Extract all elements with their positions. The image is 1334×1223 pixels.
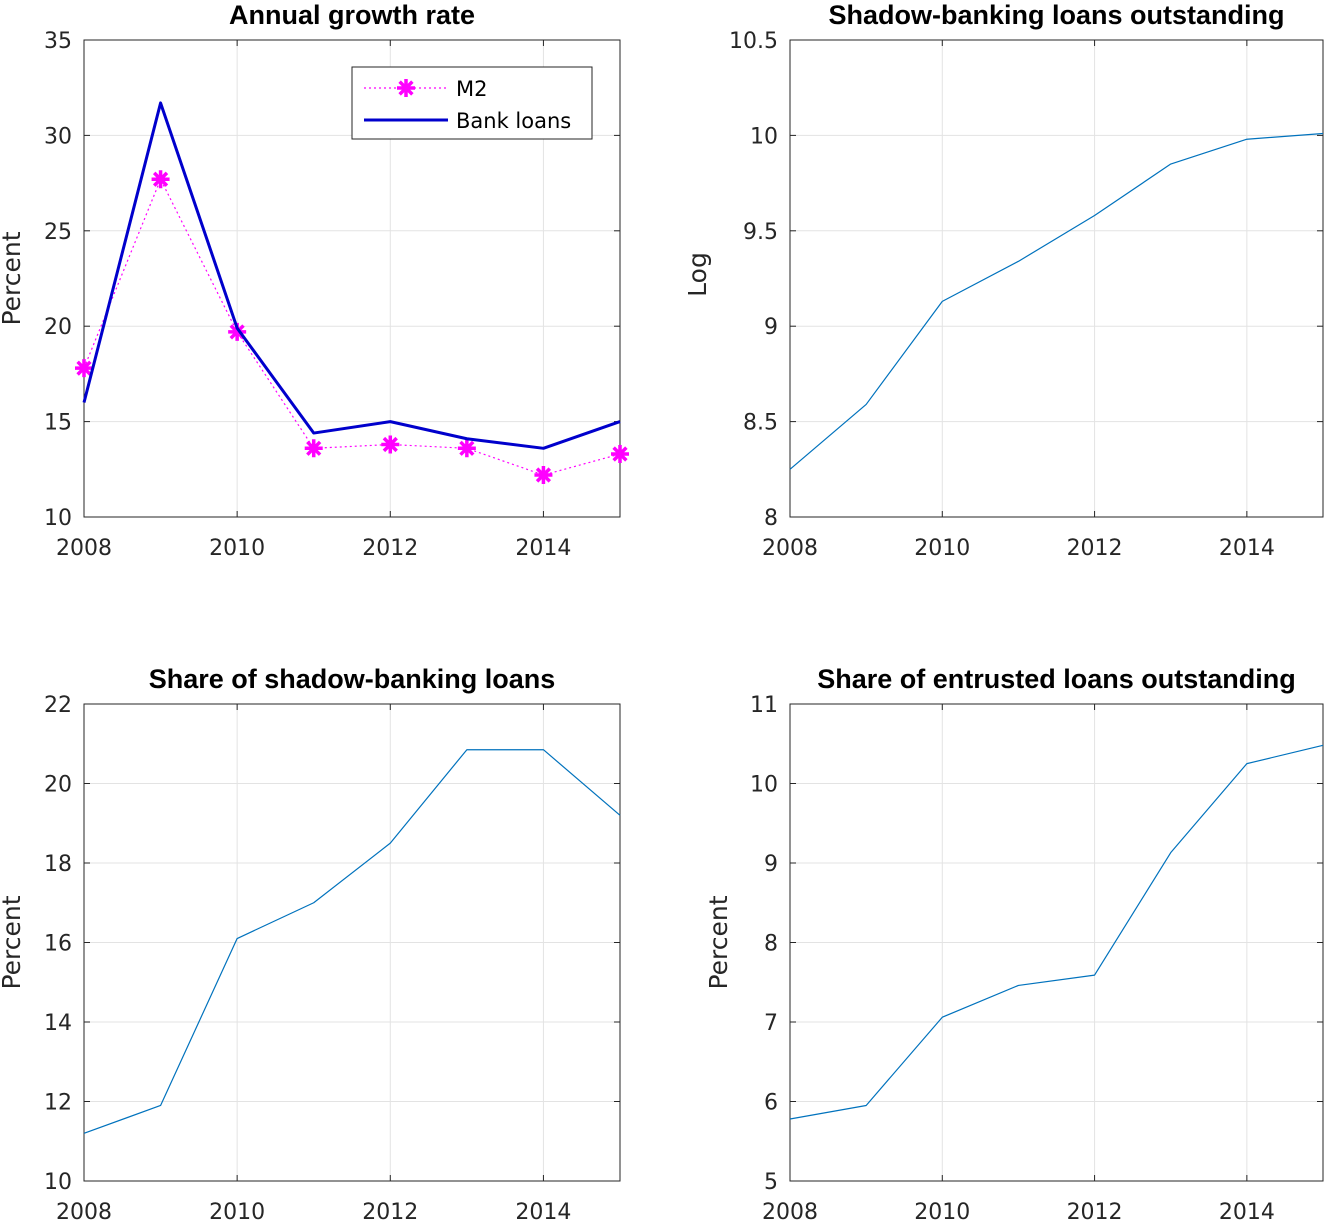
y-tick-label: 10 <box>750 773 778 798</box>
x-tick-label: 2012 <box>362 536 418 561</box>
series-line <box>82 101 621 450</box>
x-tick-label: 2010 <box>914 536 970 561</box>
chart-panel-1: 2008 2010 2012 2014 10 15 20 25 30 35 Annual growt… <box>0 0 629 561</box>
y-axis-label: Percent <box>0 895 26 989</box>
chart-panel-3: 2008 2010 2012 2014 10 12 14 16 18 20 22 Share of s… <box>0 664 621 1223</box>
y-tick-label: 10 <box>44 506 72 531</box>
y-tick-label: 11 <box>750 693 778 718</box>
y-tick-label: 20 <box>44 773 72 798</box>
series-line <box>789 744 1324 1120</box>
legend-box <box>351 66 593 140</box>
series-line <box>83 749 621 1134</box>
chart-panel-4: 2008 2010 2012 2014 5 6 7 8 9 10 11 Share of entrus… <box>704 664 1324 1223</box>
x-tick-label: 2010 <box>914 1200 970 1223</box>
data-point-star <box>457 439 476 458</box>
x-tick-label: 2008 <box>56 536 112 561</box>
y-tick-label: 35 <box>44 29 72 54</box>
y-tick-label: 12 <box>44 1091 72 1116</box>
x-tick-label: 2008 <box>762 536 818 561</box>
legend-swatch-star <box>397 79 415 97</box>
series-line-1 <box>789 132 1324 470</box>
x-tick-label: 2012 <box>1067 536 1123 561</box>
x-tick-label: 2014 <box>515 1200 571 1223</box>
data-point-star <box>151 170 170 189</box>
chart-title: Share of entrusted loans outstanding <box>817 664 1296 694</box>
y-tick-label: 9.5 <box>743 220 778 245</box>
y-tick-label: 18 <box>44 852 72 877</box>
y-tick-label: 10 <box>44 1170 72 1195</box>
y-tick-label: 8 <box>764 932 778 957</box>
y-axis-label: Percent <box>0 231 26 325</box>
chart-title: Shadow-banking loans outstanding <box>829 0 1285 30</box>
y-tick-label: 9 <box>764 852 778 877</box>
x-tick-label: 2008 <box>56 1200 112 1223</box>
series-m2 <box>75 170 629 485</box>
chart-panel-2: 2008 2010 2012 2014 8 8.5 9 9.5 10 10.5 Shadow-ban… <box>683 0 1324 561</box>
y-axis-label: Log <box>683 252 712 297</box>
series-bank-loans <box>82 101 621 450</box>
y-tick-label: 16 <box>44 932 72 957</box>
y-tick-label: 8 <box>764 506 778 531</box>
axes-frame <box>83 703 621 1182</box>
x-tick-label: 2014 <box>1219 1200 1275 1223</box>
y-tick-label: 9 <box>764 315 778 340</box>
series-line-1 <box>789 744 1324 1120</box>
series-line <box>789 132 1324 470</box>
data-point-star <box>611 445 629 464</box>
axes-frame <box>83 39 621 518</box>
y-tick-label: 20 <box>44 315 72 340</box>
y-tick-label: 25 <box>44 220 72 245</box>
legend-label: M2 <box>456 77 487 101</box>
data-point-star <box>75 359 93 378</box>
y-tick-label: 30 <box>44 124 72 149</box>
chart-title: Annual growth rate <box>229 0 475 30</box>
y-tick-label: 8.5 <box>743 411 778 436</box>
y-tick-label: 22 <box>44 693 72 718</box>
x-tick-label: 2010 <box>209 536 265 561</box>
y-axis-label: Percent <box>704 895 733 989</box>
y-tick-label: 15 <box>44 411 72 436</box>
x-tick-label: 2014 <box>1219 536 1275 561</box>
legend-item-m2: M2 <box>364 77 487 101</box>
y-tick-label: 6 <box>764 1091 778 1116</box>
x-tick-label: 2008 <box>762 1200 818 1223</box>
legend-item-bank-loans: Bank loans <box>364 109 571 133</box>
legend: M2 Bank loans <box>351 66 593 140</box>
x-tick-label: 2012 <box>362 1200 418 1223</box>
data-point-star <box>304 439 323 458</box>
chart-title: Share of shadow-banking loans <box>149 664 556 694</box>
y-tick-label: 14 <box>44 1011 72 1036</box>
y-tick-label: 10.5 <box>729 29 778 54</box>
x-tick-label: 2010 <box>209 1200 265 1223</box>
y-tick-label: 7 <box>764 1011 778 1036</box>
data-point-star <box>228 322 247 341</box>
data-point-star <box>381 435 400 454</box>
y-tick-label: 10 <box>750 124 778 149</box>
y-tick-label: 5 <box>764 1170 778 1195</box>
axes-frame <box>789 39 1324 518</box>
plot-area <box>790 40 1323 517</box>
axes-frame <box>789 703 1324 1182</box>
series-line-1 <box>83 749 621 1134</box>
x-tick-label: 2014 <box>515 536 571 561</box>
x-tick-label: 2012 <box>1067 1200 1123 1223</box>
legend-label: Bank loans <box>456 109 571 133</box>
data-point-star <box>534 466 553 485</box>
